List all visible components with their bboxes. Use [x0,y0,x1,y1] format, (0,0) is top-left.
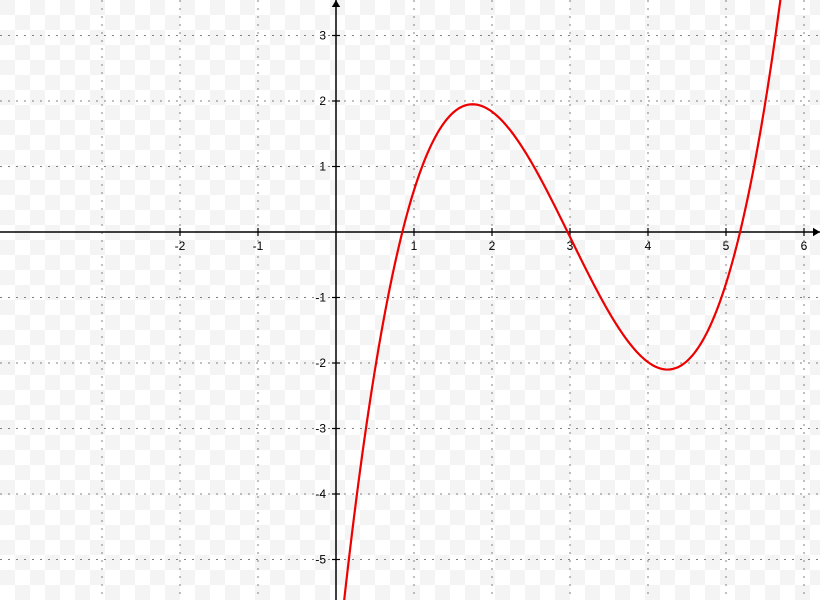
x-tick-label: 1 [411,239,418,253]
chart-svg: -2-11234567-5-4-3-2-1123 [0,0,820,600]
x-tick-label: -1 [253,239,264,253]
x-tick-label: -2 [175,239,186,253]
y-tick-label: 2 [319,94,326,108]
y-tick-label: -2 [315,356,326,370]
x-tick-label: 5 [723,239,730,253]
y-tick-label: 1 [319,160,326,174]
y-tick-label: -5 [315,553,326,567]
y-tick-label: -4 [315,487,326,501]
x-tick-label: 6 [801,239,808,253]
y-tick-label: -3 [315,422,326,436]
x-tick-label: 4 [645,239,652,253]
y-tick-label: 3 [319,29,326,43]
cubic-function-chart: -2-11234567-5-4-3-2-1123 [0,0,820,600]
y-tick-label: -1 [315,291,326,305]
x-tick-label: 2 [489,239,496,253]
